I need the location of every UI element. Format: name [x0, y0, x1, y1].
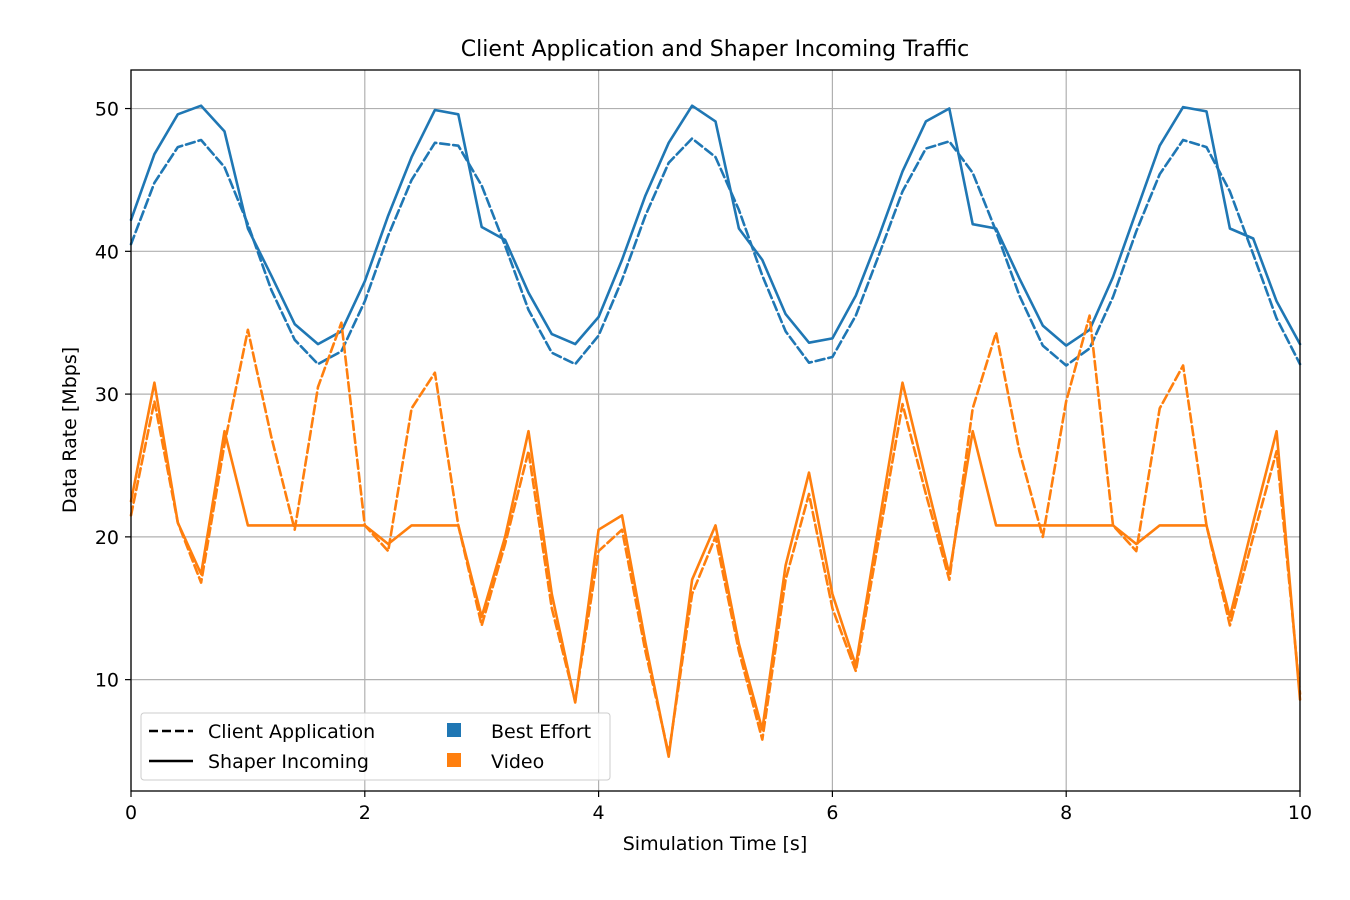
y-tick-label: 40 [95, 241, 119, 263]
legend-swatch-video [447, 753, 461, 767]
series-line-best-effort-client-application [129, 137, 1302, 367]
series-line-video-shaper-incoming [129, 381, 1302, 759]
x-tick-label: 0 [125, 802, 137, 824]
x-tick-label: 2 [359, 802, 371, 824]
chart-title: Client Application and Shaper Incoming T… [461, 37, 969, 62]
series-lines [129, 104, 1302, 759]
legend: Client Application Shaper Incoming Best … [140, 712, 611, 781]
y-tick-label: 20 [95, 527, 119, 549]
grid [130, 70, 1301, 791]
y-tick-label: 50 [95, 99, 119, 121]
y-tick-label: 10 [95, 670, 119, 692]
y-tick-label: 30 [95, 384, 119, 406]
legend-label-best-effort: Best Effort [491, 721, 591, 743]
y-axis-label: Data Rate [Mbps] [59, 347, 81, 513]
series-line-best-effort-shaper-incoming [129, 104, 1302, 347]
x-tick-label: 8 [1060, 802, 1072, 824]
x-tick-label: 4 [593, 802, 605, 824]
plot-frame [130, 69, 1301, 792]
series-line-video-client-application [129, 314, 1302, 756]
legend-label-video: Video [491, 751, 544, 773]
x-tick-label: 10 [1288, 802, 1312, 824]
legend-box [140, 712, 611, 781]
x-axis-label: Simulation Time [s] [623, 833, 808, 855]
axis-ticks: 0 2 4 6 8 10 10 20 30 40 50 [95, 99, 1312, 824]
x-tick-label: 6 [826, 802, 838, 824]
legend-label-shaper-incoming: Shaper Incoming [208, 751, 369, 773]
legend-swatch-best-effort [447, 723, 461, 737]
legend-label-client-application: Client Application [208, 721, 375, 743]
